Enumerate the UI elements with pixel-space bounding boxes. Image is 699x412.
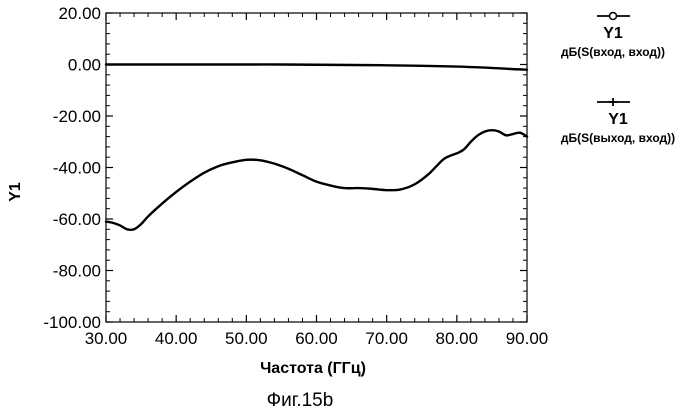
figure-caption: Фиг.15b <box>267 390 334 411</box>
legend-name-2: Y1 <box>608 111 628 128</box>
x-tick-label: 50.00 <box>225 329 268 348</box>
x-tick-label: 40.00 <box>155 329 198 348</box>
x-axis-title: Частота (ГГц) <box>260 360 366 377</box>
legend-label-1: дБ(S(вход, вход)) <box>561 45 665 59</box>
x-tick-label: 60.00 <box>295 329 338 348</box>
legend-name-1: Y1 <box>603 25 623 42</box>
x-tick-label: 70.00 <box>365 329 408 348</box>
x-tick-label: 30.00 <box>85 329 128 348</box>
y-tick-label: -40.00 <box>53 159 101 178</box>
y-tick-label: -20.00 <box>53 107 101 126</box>
chart: 20.000.00-20.00-40.00-60.00-80.00-100.00… <box>0 0 699 412</box>
y-tick-label: -80.00 <box>53 262 101 281</box>
legend-entry-1: Y1 дБ(S(вход, вход)) <box>561 13 665 60</box>
legend-circle-marker <box>610 13 617 20</box>
x-tick-label: 90.00 <box>506 329 549 348</box>
series-line-1 <box>106 64 527 69</box>
y-tick-label: 20.00 <box>58 4 101 23</box>
y-axis-title: Y1 <box>7 182 24 202</box>
legend-entry-2: Y1 дБ(S(выход, вход)) <box>561 98 675 145</box>
x-tick-label: 80.00 <box>436 329 479 348</box>
plot-border <box>106 13 527 322</box>
series-line-2 <box>106 130 527 230</box>
y-tick-label: -60.00 <box>53 210 101 229</box>
y-tick-label: 0.00 <box>68 56 101 75</box>
series-layer <box>106 64 527 229</box>
legend-label-2: дБ(S(выход, вход)) <box>561 131 675 145</box>
plot-frame <box>106 13 527 322</box>
